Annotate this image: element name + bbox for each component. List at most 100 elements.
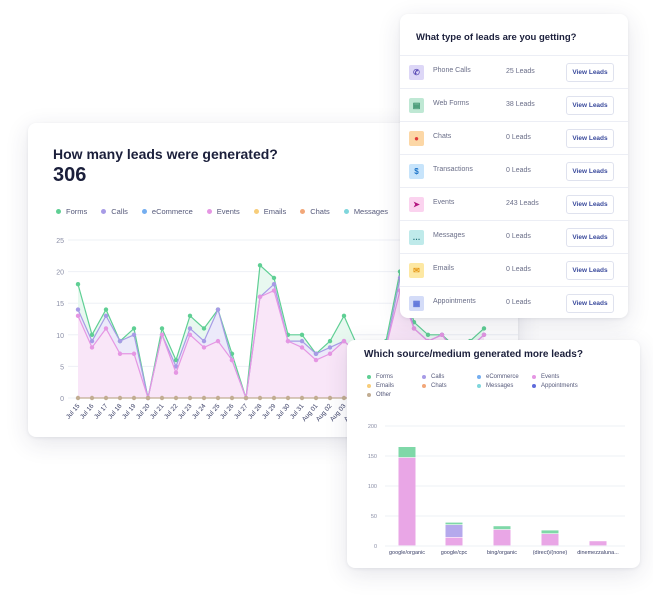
view-leads-button[interactable]: View Leads: [566, 294, 614, 313]
svg-text:50: 50: [371, 514, 377, 520]
legend-label: Calls: [111, 207, 128, 216]
lead-type-row-transactions: $ Transactions 0 Leads View Leads: [400, 154, 628, 187]
line-legend-calls[interactable]: Calls: [101, 207, 128, 216]
legend-dot-icon: [477, 384, 481, 388]
view-leads-button[interactable]: View Leads: [566, 261, 614, 280]
legend-dot-icon: [56, 209, 61, 214]
legend-label: Events: [541, 374, 560, 380]
view-leads-button[interactable]: View Leads: [566, 63, 614, 82]
legend-dot-icon: [532, 375, 536, 379]
lead-type-label: Emails: [433, 265, 455, 272]
bar-legend-forms[interactable]: Forms: [367, 374, 422, 380]
lead-type-label: Phone Calls: [433, 67, 471, 74]
legend-label: Messages: [353, 207, 388, 216]
bar-legend-calls[interactable]: Calls: [422, 374, 477, 380]
line-legend-messages[interactable]: Messages: [343, 207, 388, 216]
svg-text:10: 10: [56, 333, 64, 340]
svg-text:Jul 27: Jul 27: [233, 403, 250, 421]
legend-dot-icon: [101, 209, 107, 214]
bar-legend-other[interactable]: Other: [367, 392, 422, 398]
legend-label: eCommerce: [151, 207, 193, 216]
lead-type-row-phone-calls: ✆ Phone Calls 25 Leads View Leads: [400, 55, 628, 88]
bar-legend-emails[interactable]: Emails: [367, 383, 422, 389]
phone-icon: ✆: [409, 65, 424, 80]
svg-text:5: 5: [60, 364, 64, 371]
svg-text:Jul 29: Jul 29: [261, 403, 278, 421]
cursor-click-icon: ➤: [409, 197, 424, 212]
lead-type-count: 0 Leads: [506, 233, 531, 240]
bar-chart-legend: Forms Calls eCommerce Events Emails Chats Mess…: [367, 374, 627, 398]
legend-label: Forms: [376, 374, 393, 380]
lead-types-card: What type of leads are you getting? ✆ Pho…: [400, 14, 628, 318]
svg-text:dinemezzaluna...: dinemezzaluna...: [577, 550, 619, 556]
line-legend-events[interactable]: Events: [206, 207, 240, 216]
svg-text:Jul 24: Jul 24: [191, 403, 208, 421]
view-leads-button[interactable]: View Leads: [566, 195, 614, 214]
bar-legend-messages[interactable]: Messages: [477, 383, 532, 389]
lead-types-list: ✆ Phone Calls 25 Leads View Leads ▤ Web Forms…: [400, 55, 628, 318]
svg-text:0: 0: [374, 544, 377, 550]
svg-text:Jul 20: Jul 20: [135, 403, 152, 421]
calendar-icon: ▦: [409, 296, 424, 311]
svg-text:15: 15: [56, 301, 64, 308]
lead-type-label: Events: [433, 199, 455, 206]
legend-label: Calls: [431, 374, 445, 380]
envelope-icon: ✉: [409, 263, 424, 278]
lead-type-count: 25 Leads: [506, 68, 535, 75]
legend-label: Emails: [263, 207, 287, 216]
legend-label: eCommerce: [486, 374, 519, 380]
line-legend-chats[interactable]: Chats: [300, 207, 330, 216]
legend-dot-icon: [532, 384, 536, 388]
svg-text:bing/organic: bing/organic: [487, 550, 517, 556]
line-legend-ecommerce[interactable]: eCommerce: [141, 207, 193, 216]
lead-type-label: Web Forms: [433, 100, 470, 107]
lead-type-label: Chats: [433, 133, 452, 140]
svg-text:0: 0: [60, 396, 64, 403]
svg-text:150: 150: [368, 454, 377, 460]
legend-label: Chats: [431, 383, 447, 389]
view-leads-button[interactable]: View Leads: [566, 129, 614, 148]
lead-type-count: 0 Leads: [506, 134, 531, 141]
bar-legend-ecommerce[interactable]: eCommerce: [477, 374, 532, 380]
bar-legend-chats[interactable]: Chats: [422, 383, 477, 389]
lead-type-row-emails: ✉ Emails 0 Leads View Leads: [400, 253, 628, 286]
lead-type-label: Transactions: [433, 166, 473, 173]
bar-legend-appointments[interactable]: Appointments: [532, 383, 602, 389]
svg-text:Jul 21: Jul 21: [149, 403, 166, 421]
message-bubble-icon: …: [409, 230, 424, 245]
legend-dot-icon: [141, 209, 147, 214]
legend-label: Chats: [310, 207, 330, 216]
source-medium-title: Which source/medium generated more leads…: [364, 349, 583, 360]
svg-text:200: 200: [368, 424, 377, 430]
svg-text:(direct)/(none): (direct)/(none): [533, 550, 568, 556]
legend-label: Events: [216, 207, 240, 216]
svg-text:Jul 18: Jul 18: [107, 403, 124, 421]
legend-dot-icon: [343, 209, 349, 214]
lead-type-label: Appointments: [433, 298, 476, 305]
svg-text:Jul 26: Jul 26: [219, 403, 236, 421]
svg-text:google/cpc: google/cpc: [441, 550, 468, 556]
view-leads-button[interactable]: View Leads: [566, 162, 614, 181]
source-medium-card: Which source/medium generated more leads…: [347, 340, 640, 568]
svg-text:Jul 28: Jul 28: [247, 403, 264, 421]
svg-text:Jul 30: Jul 30: [275, 403, 292, 421]
line-legend-emails[interactable]: Emails: [253, 207, 287, 216]
lead-type-row-chats: ● Chats 0 Leads View Leads: [400, 121, 628, 154]
lead-type-count: 243 Leads: [506, 200, 539, 207]
lead-type-row-web-forms: ▤ Web Forms 38 Leads View Leads: [400, 88, 628, 121]
svg-text:Jul 23: Jul 23: [177, 403, 194, 421]
lead-type-label: Messages: [433, 232, 465, 239]
lead-type-count: 0 Leads: [506, 167, 531, 174]
legend-label: Messages: [486, 383, 514, 389]
line-legend-forms[interactable]: Forms: [56, 207, 87, 216]
svg-text:20: 20: [56, 270, 64, 277]
legend-dot-icon: [477, 375, 481, 379]
view-leads-button[interactable]: View Leads: [566, 96, 614, 115]
legend-label: Emails: [376, 383, 395, 389]
view-leads-button[interactable]: View Leads: [566, 228, 614, 247]
legend-label: Other: [376, 392, 392, 398]
chat-icon: ●: [409, 131, 424, 146]
svg-text:Jul 25: Jul 25: [205, 403, 222, 421]
legend-dot-icon: [422, 375, 426, 379]
bar-legend-events[interactable]: Events: [532, 374, 602, 380]
